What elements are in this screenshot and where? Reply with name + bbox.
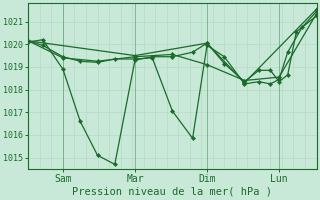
X-axis label: Pression niveau de la mer( hPa ): Pression niveau de la mer( hPa ) <box>72 187 272 197</box>
